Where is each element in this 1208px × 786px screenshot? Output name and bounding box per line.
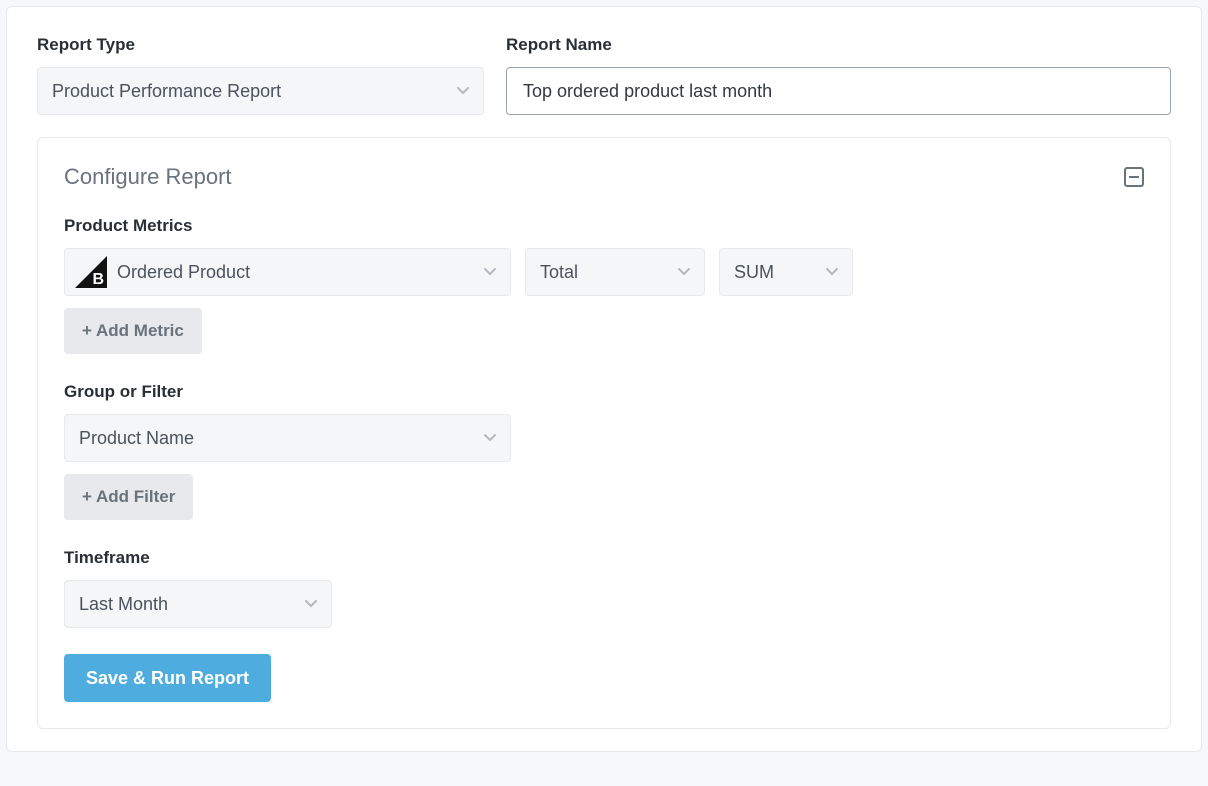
report-type-label: Report Type [37,35,484,55]
chevron-down-icon [484,268,496,276]
report-name-input[interactable] [506,67,1171,115]
timeframe-select[interactable]: Last Month [64,580,332,628]
timeframe-section: Timeframe Last Month Save & Run Report [64,548,1144,702]
save-run-report-button[interactable]: Save & Run Report [64,654,271,702]
report-name-col: Report Name [506,35,1171,115]
chevron-down-icon [826,268,838,276]
group-filter-label: Group or Filter [64,382,1144,402]
chevron-down-icon [484,434,496,442]
chevron-down-icon [305,600,317,608]
aggregate-scope-select[interactable]: Total [525,248,705,296]
metric-select[interactable]: B Ordered Product [64,248,511,296]
report-builder-card: Report Type Product Performance Report R… [6,6,1202,752]
report-type-col: Report Type Product Performance Report [37,35,484,115]
minus-icon [1129,176,1139,178]
add-metric-button[interactable]: + Add Metric [64,308,202,354]
product-metrics-section: Product Metrics B Ordered Product Total [64,216,1144,382]
aggregate-scope-value: Total [540,262,578,283]
timeframe-label: Timeframe [64,548,1144,568]
metrics-row: B Ordered Product Total SUM [64,248,1144,296]
product-metrics-label: Product Metrics [64,216,1144,236]
timeframe-value: Last Month [79,594,168,615]
group-filter-section: Group or Filter Product Name + Add Filte… [64,382,1144,548]
chevron-down-icon [457,87,469,95]
bigcommerce-icon: B [75,256,107,288]
group-value: Product Name [79,428,194,449]
chevron-down-icon [678,268,690,276]
group-select[interactable]: Product Name [64,414,511,462]
configure-report-panel: Configure Report Product Metrics B Order… [37,137,1171,729]
metric-value: Ordered Product [117,262,250,283]
configure-title: Configure Report [64,164,232,190]
aggregate-fn-select[interactable]: SUM [719,248,853,296]
top-row: Report Type Product Performance Report R… [37,35,1171,115]
collapse-toggle[interactable] [1124,167,1144,187]
add-filter-button[interactable]: + Add Filter [64,474,193,520]
report-name-label: Report Name [506,35,1171,55]
report-type-select[interactable]: Product Performance Report [37,67,484,115]
report-type-value: Product Performance Report [52,81,281,102]
configure-header: Configure Report [64,164,1144,190]
aggregate-fn-value: SUM [734,262,774,283]
